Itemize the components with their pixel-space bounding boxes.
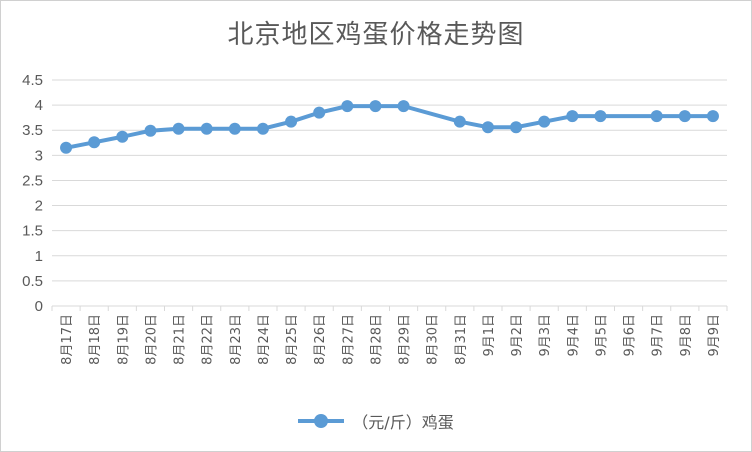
- data-point: [144, 124, 157, 137]
- y-tick-label: 3: [35, 147, 43, 164]
- legend-marker-icon: [298, 414, 345, 428]
- data-point: [397, 100, 410, 113]
- data-point: [60, 141, 73, 154]
- x-tick-label: 8月17日: [60, 314, 75, 365]
- x-tick-label: 8月24日: [257, 314, 272, 365]
- x-tick-label: 9月2日: [510, 314, 525, 357]
- data-point: [256, 122, 269, 135]
- data-point: [341, 100, 354, 113]
- x-tick-label: 8月30日: [426, 314, 441, 365]
- data-point: [678, 110, 691, 123]
- x-tick-label: 8月22日: [201, 314, 216, 365]
- x-axis: 8月17日 8月18日 8月19日 8月20日 8月21日 8月22日 8月23日 8月24日…: [51, 305, 728, 365]
- x-tick-label: 9月7日: [651, 314, 666, 357]
- legend: （元/斤）鸡蛋: [0, 406, 752, 436]
- x-tick-label: 8月19日: [116, 314, 131, 365]
- data-point: [116, 130, 129, 143]
- data-point: [706, 110, 719, 123]
- gridlines: [52, 79, 727, 307]
- data-point: [453, 115, 466, 128]
- x-tick-label: 9月6日: [623, 314, 638, 357]
- x-tick-label: 8月18日: [88, 314, 103, 365]
- y-tick-label: 1.5: [22, 223, 43, 240]
- data-point: [313, 106, 326, 119]
- x-tick-label: 9月5日: [594, 314, 609, 357]
- x-tick-label: 8月26日: [313, 314, 328, 365]
- chart-title: 北京地区鸡蛋价格走势图: [227, 20, 525, 50]
- x-tick-label: 8月23日: [229, 314, 244, 365]
- y-tick-label: 0: [35, 298, 43, 315]
- data-point: [172, 122, 185, 135]
- y-tick-label: 2: [35, 198, 43, 215]
- data-point: [369, 100, 382, 113]
- x-tick-label: 8月29日: [398, 314, 413, 365]
- data-point: [481, 121, 494, 134]
- y-tick-label: 0.5: [22, 273, 43, 290]
- x-tick-label: 9月9日: [707, 314, 722, 357]
- x-tick-label: 8月21日: [173, 314, 188, 365]
- data-point: [566, 110, 579, 123]
- x-tick-label: 8月27日: [341, 314, 356, 365]
- x-tick-label: 8月25日: [285, 314, 300, 365]
- y-tick-label: 3.5: [22, 122, 43, 139]
- y-tick-label: 2.5: [22, 172, 43, 189]
- x-tick-label: 8月31日: [454, 314, 469, 365]
- data-point: [285, 115, 298, 128]
- data-point: [538, 115, 551, 128]
- data-point: [228, 122, 241, 135]
- series-layer: [60, 100, 719, 154]
- y-axis: 0 0.5 1 1.5 2 2.5 3 3.5 4 4.5: [22, 72, 43, 315]
- x-tick-label: 8月28日: [369, 314, 384, 365]
- x-tick-label: 9月8日: [679, 314, 694, 357]
- x-tick-label: 9月3日: [538, 314, 553, 357]
- y-tick-label: 4: [35, 97, 43, 114]
- series-line: [64, 104, 715, 150]
- data-point: [88, 136, 101, 149]
- data-point: [200, 122, 213, 135]
- x-tick-label: 8月20日: [144, 314, 159, 365]
- x-tick-label: 9月1日: [482, 314, 497, 357]
- data-point: [510, 121, 523, 134]
- data-point: [594, 110, 607, 123]
- legend-label: （元/斤）鸡蛋: [352, 413, 454, 432]
- y-tick-label: 4.5: [22, 72, 43, 89]
- x-tick-label: 9月4日: [566, 314, 581, 357]
- y-tick-label: 1: [35, 248, 43, 265]
- data-point: [650, 110, 663, 123]
